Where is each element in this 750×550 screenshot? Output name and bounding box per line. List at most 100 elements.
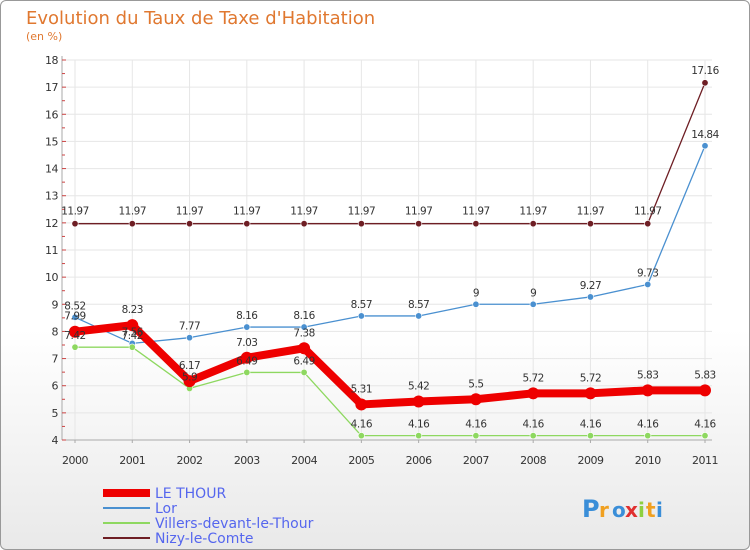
point-le-thour-2006 <box>412 395 425 408</box>
point-nizy-le-comte-2007 <box>472 220 480 228</box>
point-lor-2005 <box>357 312 365 320</box>
series-line-villers-devant-le-thour <box>75 346 705 437</box>
y-tick-label-7: 7 <box>52 353 59 366</box>
logo-letter: x <box>625 498 638 522</box>
point-le-thour-2003 <box>240 351 253 364</box>
point-nizy-le-comte-2009 <box>586 220 594 228</box>
y-tick-label-18: 18 <box>45 54 58 67</box>
logo-letter: r <box>599 498 609 522</box>
point-villers-devant-le-thour-2010 <box>644 432 652 440</box>
logo-letter: t <box>646 498 656 522</box>
series-line-le-thour <box>74 321 705 409</box>
y-tick-label-4: 4 <box>52 434 59 447</box>
data-label-le-thour-2001: 8.23 <box>122 304 143 316</box>
point-lor-2010 <box>644 280 652 288</box>
x-tick-label-2007: 2007 <box>463 454 489 467</box>
data-label-villers-devant-le-thour-2001: 7.42 <box>122 330 143 342</box>
point-lor-2004 <box>300 323 308 331</box>
legend: LE THOURLorVillers-devant-le-ThourNizy-l… <box>103 486 314 547</box>
y-tick-label-9: 9 <box>52 298 59 311</box>
x-tick-label-2011: 2011 <box>692 454 718 467</box>
data-label-lor-2010: 9.73 <box>637 267 658 279</box>
chart-title: Evolution du Taux de Taxe d'Habitation <box>26 8 375 29</box>
point-le-thour-2009 <box>584 387 597 400</box>
data-label-lor-2011: 14.84 <box>691 129 719 141</box>
point-nizy-le-comte-2010 <box>644 220 652 228</box>
y-tick-label-10: 10 <box>45 271 58 284</box>
x-tick-label-2009: 2009 <box>577 454 603 467</box>
data-label-nizy-le-comte-2011: 17.16 <box>691 65 719 77</box>
point-le-thour-2007 <box>469 393 482 406</box>
point-villers-devant-le-thour-2000 <box>71 343 79 351</box>
data-label-le-thour-2005: 5.31 <box>351 383 372 395</box>
y-tick-label-12: 12 <box>45 217 58 230</box>
data-label-villers-devant-le-thour-2010: 4.16 <box>637 419 659 431</box>
data-label-le-thour-2006: 5.42 <box>408 380 429 392</box>
point-villers-devant-le-thour-2008 <box>529 432 537 440</box>
data-label-le-thour-2010: 5.83 <box>637 369 658 381</box>
point-villers-devant-le-thour-2004 <box>300 368 308 376</box>
point-nizy-le-comte-2002 <box>186 220 194 228</box>
axes: 4 5 6 7 8 9 10 11 12 13 14 15 16 17 18 2000 2001 2002 2003… <box>45 54 719 467</box>
y-tick-label-15: 15 <box>45 135 58 148</box>
data-label-le-thour-2003: 7.03 <box>236 337 257 349</box>
x-tick-label-2002: 2002 <box>177 454 203 467</box>
logo-letter: i <box>656 498 663 522</box>
series-group <box>69 79 711 440</box>
point-lor-2007 <box>472 300 480 308</box>
point-lor-2003 <box>243 323 251 331</box>
logo-letter: o <box>612 498 626 522</box>
x-tick-label-2000: 2000 <box>62 454 88 467</box>
data-label-nizy-le-comte-2009: 11.97 <box>577 206 605 218</box>
data-label-villers-devant-le-thour-2011: 4.16 <box>694 419 716 431</box>
y-tick-label-13: 13 <box>45 190 58 203</box>
data-label-villers-devant-le-thour-2006: 4.16 <box>408 419 430 431</box>
point-nizy-le-comte-2003 <box>243 220 251 228</box>
y-tick-label-16: 16 <box>45 108 58 121</box>
series-line-lor <box>74 145 706 345</box>
point-villers-devant-le-thour-2006 <box>415 432 423 440</box>
point-villers-devant-le-thour-2001 <box>128 343 136 351</box>
point-lor-2006 <box>415 312 423 320</box>
data-label-lor-2001: 7.56 <box>122 326 144 338</box>
logo-letter: P <box>582 495 600 523</box>
point-nizy-le-comte-2001 <box>128 220 136 228</box>
gridlines <box>62 59 712 441</box>
data-label-lor-2003: 8.16 <box>236 310 258 322</box>
chart-subtitle: (en %) <box>26 30 62 43</box>
x-tick-label-2001: 2001 <box>119 454 145 467</box>
point-villers-devant-le-thour-2003 <box>243 368 251 376</box>
data-label-lor-2002: 7.77 <box>179 321 200 333</box>
point-le-thour-2008 <box>527 387 540 400</box>
data-label-le-thour-2011: 5.83 <box>694 369 715 381</box>
data-label-nizy-le-comte-2010: 11.97 <box>634 206 662 218</box>
data-label-villers-devant-le-thour-2005: 4.16 <box>351 419 373 431</box>
data-label-nizy-le-comte-2002: 11.97 <box>176 206 204 218</box>
point-lor-2002 <box>186 334 194 342</box>
data-label-villers-devant-le-thour-2003: 6.49 <box>236 355 257 367</box>
point-lor-2011 <box>701 142 709 150</box>
y-tick-label-6: 6 <box>52 380 59 393</box>
data-label-villers-devant-le-thour-2009: 4.16 <box>580 419 602 431</box>
point-le-thour-2002 <box>183 375 196 388</box>
series-line-nizy-le-comte <box>75 82 706 225</box>
legend-label-villers-devant-le-thour: Villers-devant-le-Thour <box>155 516 314 532</box>
x-tick-label-2010: 2010 <box>635 454 661 467</box>
logo-letter: i <box>638 498 645 522</box>
data-label-le-thour-2007: 5.5 <box>468 378 483 390</box>
data-label-nizy-le-comte-2008: 11.97 <box>519 206 547 218</box>
data-label-villers-devant-le-thour-2002: 5.9 <box>182 371 197 383</box>
point-le-thour-2004 <box>298 342 311 355</box>
data-label-lor-2006: 8.57 <box>408 299 429 311</box>
point-le-thour-2005 <box>355 398 368 411</box>
data-label-nizy-le-comte-2001: 11.97 <box>118 206 146 218</box>
point-nizy-le-comte-2008 <box>529 220 537 228</box>
point-villers-devant-le-thour-2011 <box>701 432 709 440</box>
data-label-lor-2007: 9 <box>473 287 479 299</box>
data-label-lor-2005: 8.57 <box>351 299 372 311</box>
data-label-nizy-le-comte-2003: 11.97 <box>233 206 261 218</box>
data-label-le-thour-2000: 7.99 <box>64 311 85 323</box>
x-tick-label-2004: 2004 <box>291 454 317 467</box>
data-label-lor-2004: 8.16 <box>293 310 315 322</box>
